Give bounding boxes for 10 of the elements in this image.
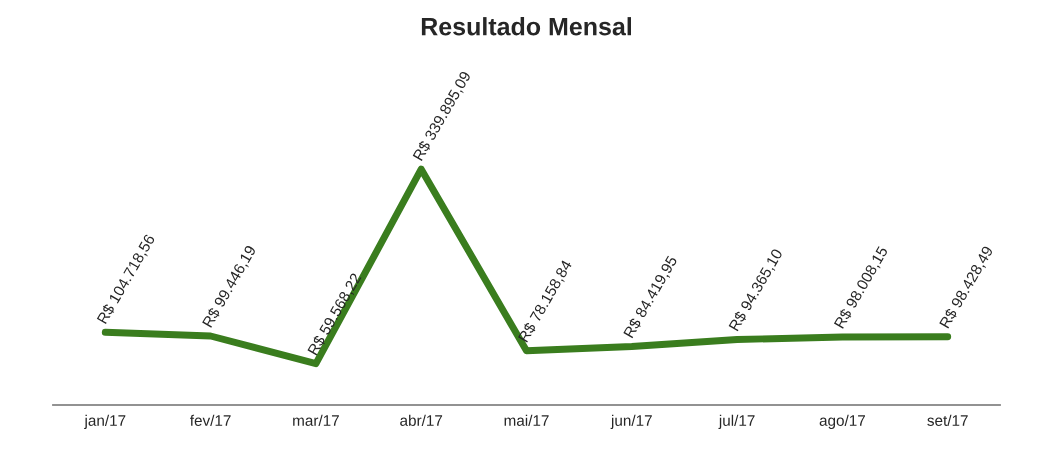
x-tick-label: set/17	[927, 414, 968, 426]
x-tick-label: fev/17	[190, 414, 231, 426]
chart-title: Resultado Mensal	[421, 17, 632, 36]
x-tick-label: jun/17	[610, 414, 652, 429]
x-tick-label: ago/17	[819, 414, 865, 429]
x-tick-label: jan/17	[84, 414, 126, 429]
x-tick-label: jul/17	[718, 414, 755, 429]
x-tick-label: mai/17	[504, 414, 549, 426]
x-tick-label: mar/17	[293, 414, 339, 426]
x-tick-label: abr/17	[400, 414, 443, 426]
